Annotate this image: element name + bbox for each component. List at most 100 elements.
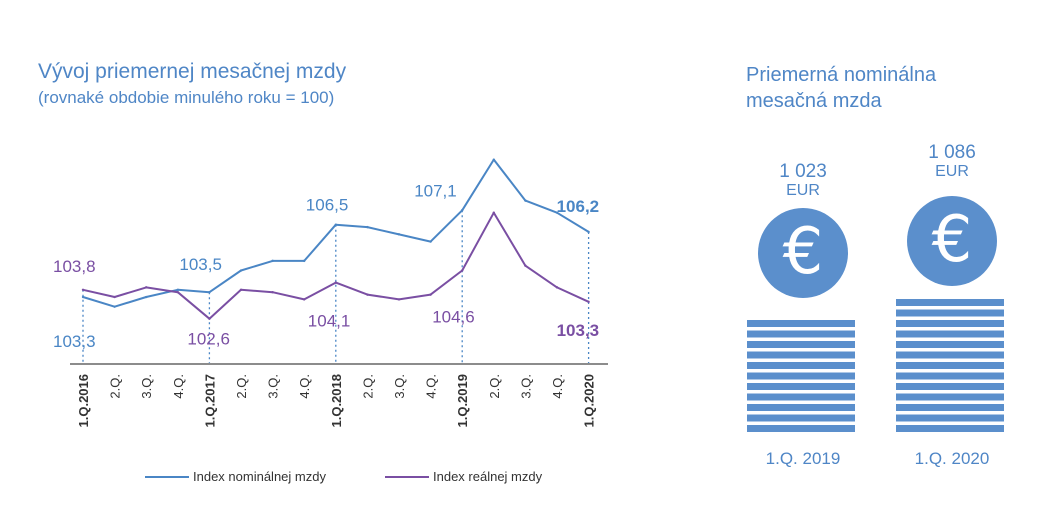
amount-2019-currency: EUR — [786, 182, 820, 199]
amount-2020-currency: EUR — [935, 163, 969, 180]
x-tick-label-2: 3.Q. — [139, 374, 154, 399]
coin-stack-bar-0-9 — [747, 330, 855, 338]
euro-coin-icon-2019: € — [758, 208, 848, 298]
data-label-4: 106,5 — [306, 196, 349, 215]
period-label-2019: 1.Q. 2019 — [765, 449, 841, 468]
coin-stack-bar-1-1 — [896, 414, 1004, 422]
legend-label-nominal: Index nominálnej mzdy — [193, 469, 326, 484]
data-point-s1-3 — [176, 291, 179, 294]
x-tick-label-12: 1.Q.2019 — [455, 374, 470, 428]
amount-2020: 1 086 EUR — [897, 143, 1007, 181]
x-tick-label-16: 1.Q.2020 — [582, 374, 597, 428]
coin-stack-bar-1-7 — [896, 351, 1004, 359]
x-tick-label-9: 2.Q. — [360, 374, 375, 399]
data-label-3: 102,6 — [187, 330, 230, 349]
x-tick-label-10: 3.Q. — [392, 374, 407, 399]
coin-stack-bar-1-0 — [896, 425, 1004, 432]
coin-stack-bar-1-5 — [896, 372, 1004, 380]
data-point-s0-0 — [81, 295, 85, 299]
legend-swatch-nominal — [145, 475, 189, 478]
data-point-s0-2 — [145, 295, 148, 299]
data-point-s0-6 — [271, 259, 274, 263]
x-tick-label-4: 1.Q.2017 — [202, 374, 217, 428]
data-label-6: 107,1 — [414, 181, 457, 200]
data-point-s0-15 — [555, 211, 559, 214]
x-tick-label-15: 4.Q. — [550, 374, 565, 399]
data-point-s0-11 — [429, 240, 432, 243]
data-point-s0-10 — [397, 233, 401, 236]
data-label-0: 103,8 — [53, 257, 96, 276]
x-tick-label-1: 2.Q. — [108, 374, 123, 399]
legend-label-real: Index reálnej mzdy — [433, 469, 543, 484]
x-tick-label-8: 1.Q.2018 — [329, 374, 344, 428]
data-point-s1-4 — [208, 317, 211, 320]
data-label-1: 103,3 — [53, 332, 96, 351]
x-tick-label-14: 3.Q. — [518, 374, 533, 399]
data-point-s1-16 — [587, 300, 590, 304]
data-label-9: 103,3 — [557, 321, 600, 340]
series-line-0 — [82, 158, 590, 308]
data-point-s0-9 — [366, 225, 369, 229]
data-point-s1-9 — [366, 293, 369, 296]
x-tick-label-13: 2.Q. — [487, 374, 502, 399]
x-tick-label-6: 3.Q. — [266, 374, 281, 399]
data-point-s0-4 — [208, 291, 211, 294]
data-point-s1-13 — [492, 211, 495, 214]
data-point-s0-13 — [492, 158, 495, 161]
data-point-s1-15 — [555, 286, 559, 289]
data-point-s0-12 — [461, 209, 464, 212]
coin-stack-bar-1-2 — [896, 404, 1004, 411]
data-point-s0-7 — [303, 259, 306, 263]
coin-stack-bar-0-1 — [747, 414, 855, 422]
x-tick-label-11: 4.Q. — [424, 374, 439, 399]
data-point-s1-1 — [113, 295, 116, 299]
data-point-s1-8 — [334, 281, 337, 284]
data-point-s1-0 — [81, 288, 85, 291]
chart-subtitle: (rovnaké obdobie minulého roku = 100) — [38, 88, 335, 107]
legend-swatch-real — [385, 475, 429, 478]
coin-stack-bar-0-3 — [747, 393, 855, 401]
data-label-8: 106,2 — [557, 197, 600, 216]
legend-item-nominal: Index nominálnej mzdy — [145, 469, 326, 484]
coin-stack-bar-0-6 — [747, 362, 855, 369]
coin-stack-bar-0-7 — [747, 351, 855, 359]
coin-stack-bar-0-2 — [747, 404, 855, 411]
data-point-s1-6 — [271, 291, 274, 294]
data-point-s0-3 — [176, 288, 179, 291]
coin-stack-bar-1-12 — [896, 299, 1004, 306]
coin-stack-bar-0-8 — [747, 341, 855, 348]
data-point-s0-5 — [239, 269, 243, 272]
coin-stack-bar-1-8 — [896, 341, 1004, 348]
data-label-2: 103,5 — [179, 255, 222, 274]
coin-stack-bar-1-3 — [896, 393, 1004, 401]
data-point-s1-14 — [524, 264, 527, 267]
amount-2020-value: 1 086 — [928, 142, 976, 163]
average-wage-title: Priemerná nominálna mesačná mzda — [746, 64, 937, 112]
coin-stack-bar-1-6 — [896, 362, 1004, 369]
coin-stack-bar-0-4 — [747, 383, 855, 390]
euro-coin-icon-2020: € — [907, 196, 997, 286]
coin-stack-bar-1-10 — [896, 320, 1004, 327]
data-point-s1-7 — [303, 298, 306, 301]
x-tick-label-3: 4.Q. — [171, 374, 186, 399]
legend-item-real: Index reálnej mzdy — [385, 469, 542, 484]
data-point-s1-5 — [239, 288, 243, 291]
coin-stack-bar-1-11 — [896, 309, 1004, 317]
amount-2019: 1 023 EUR — [748, 162, 858, 200]
data-point-s0-16 — [587, 230, 590, 234]
coin-stack-bar-1-9 — [896, 330, 1004, 338]
coin-stack-bar-0-10 — [747, 320, 855, 327]
x-tick-label-5: 2.Q. — [234, 374, 249, 399]
data-point-s1-10 — [397, 298, 401, 301]
coin-stack-bar-0-5 — [747, 372, 855, 380]
data-point-s1-12 — [461, 269, 464, 272]
coin-stack-bar-0-0 — [747, 425, 855, 432]
data-point-s1-2 — [145, 286, 148, 289]
x-tick-label-0: 1.Q.2016 — [76, 374, 91, 428]
period-label-2020: 1.Q. 2020 — [914, 449, 990, 468]
data-point-s0-14 — [524, 199, 527, 202]
data-label-7: 104,6 — [432, 308, 475, 327]
data-point-s0-1 — [113, 305, 116, 308]
chart-title: Vývoj priemernej mesačnej mzdy — [38, 60, 347, 83]
